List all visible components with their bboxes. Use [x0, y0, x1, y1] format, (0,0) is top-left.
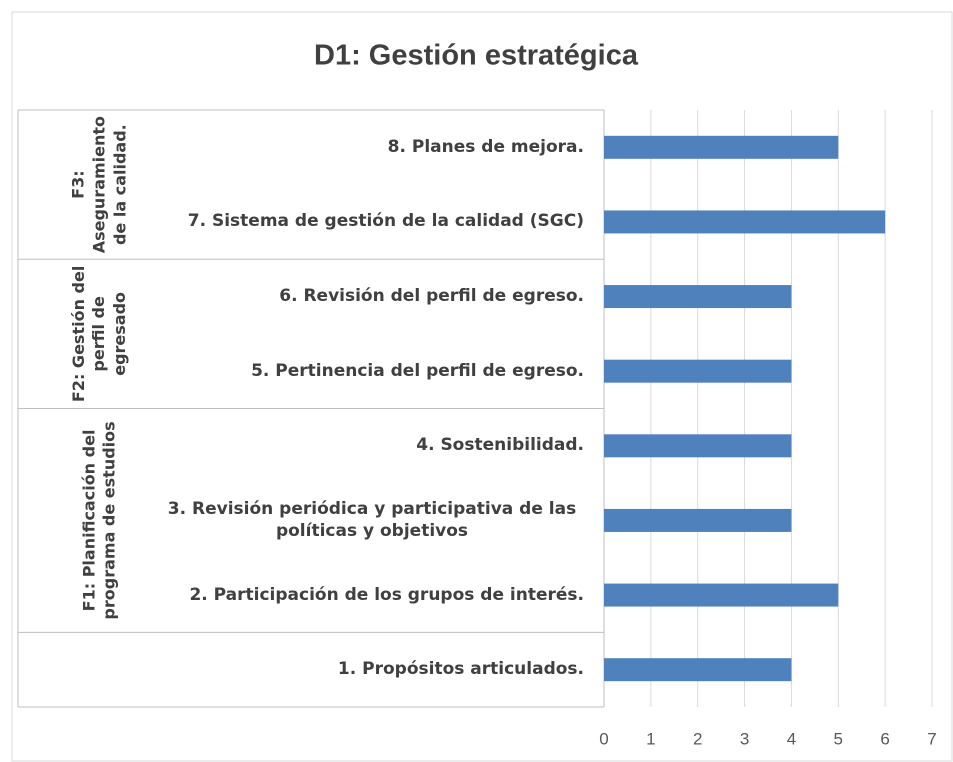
category-label: 4. Sostenibilidad.	[416, 435, 584, 456]
bar	[604, 658, 792, 682]
category-label: 5. Pertinencia del perfil de egreso.	[251, 360, 584, 381]
group-label: F2: Gestión del perfil de egresado	[68, 265, 130, 403]
bar	[604, 508, 792, 532]
category-label-text: 5. Pertinencia del perfil de egreso.	[251, 360, 584, 381]
bar	[604, 285, 792, 309]
category-label-text: 7. Sistema de gestión de la calidad (SGC…	[187, 211, 584, 232]
category-label: 2. Participación de los grupos de interé…	[189, 584, 584, 605]
bar	[604, 583, 839, 607]
x-tick-label: 3	[740, 729, 749, 748]
category-label: 1. Propósitos articulados.	[337, 659, 584, 680]
category-label: 8. Planes de mejora.	[387, 136, 584, 157]
bar	[604, 210, 886, 234]
x-tick-label: 5	[834, 729, 843, 748]
bar	[604, 434, 792, 458]
group-label-text: F1: Planificación del programa de estudi…	[79, 421, 119, 620]
category-label-text: 1. Propósitos articulados.	[337, 659, 584, 680]
category-label: 7. Sistema de gestión de la calidad (SGC…	[187, 211, 584, 232]
x-tick-label: 4	[787, 729, 796, 748]
x-tick-label: 2	[693, 729, 702, 748]
group-label: F3: Aseguramiento de la calidad.	[68, 115, 130, 254]
category-label-text: 4. Sostenibilidad.	[416, 435, 584, 456]
category-label: 3. Revisión periódica y participativa de…	[167, 498, 577, 542]
category-label-text: 3. Revisión periódica y participativa de…	[167, 498, 577, 542]
x-tick-label: 6	[880, 729, 889, 748]
group-label-text: F3: Aseguramiento de la calidad.	[68, 115, 130, 254]
group-label-text: F2: Gestión del perfil de egresado	[68, 265, 130, 403]
bar	[604, 359, 792, 383]
category-label: 6. Revisión del perfil de egreso.	[279, 286, 584, 307]
bar	[604, 135, 839, 159]
category-label-text: 2. Participación de los grupos de interé…	[189, 584, 584, 605]
group-label: F1: Planificación del programa de estudi…	[79, 421, 119, 620]
category-label-text: 6. Revisión del perfil de egreso.	[279, 286, 584, 307]
x-tick-label: 7	[927, 729, 936, 748]
x-tick-label: 1	[646, 729, 655, 748]
chart-title: D1: Gestión estratégica	[314, 40, 639, 72]
x-tick-label: 0	[599, 729, 608, 748]
category-label-text: 8. Planes de mejora.	[387, 136, 584, 157]
